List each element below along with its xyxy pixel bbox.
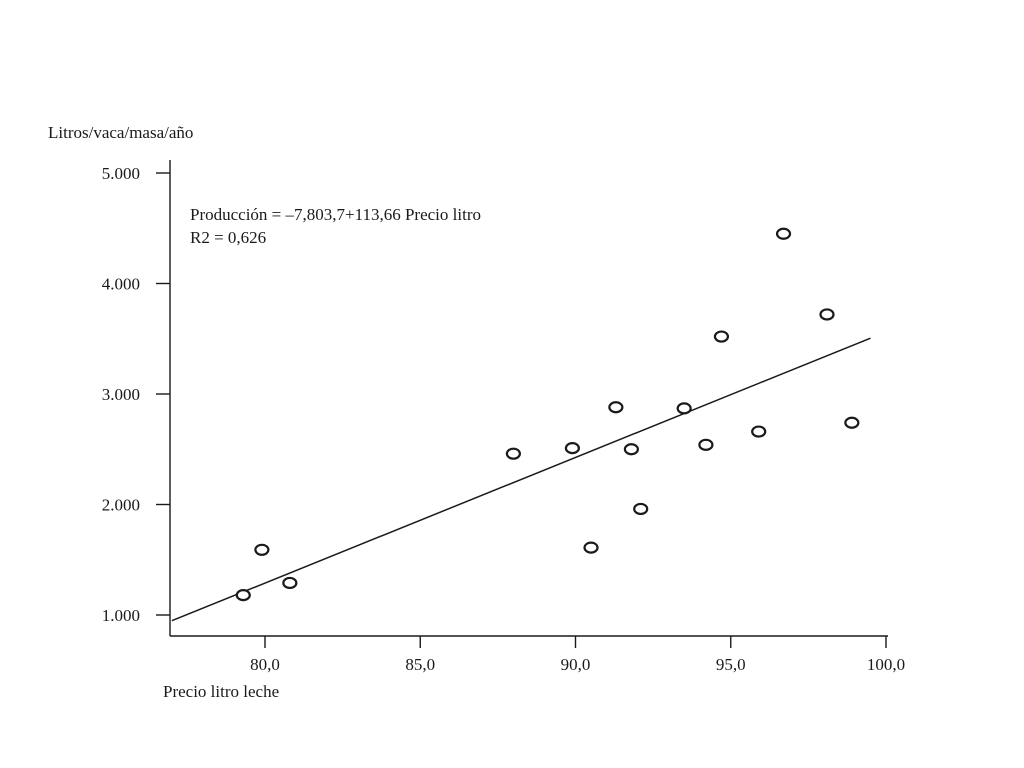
- data-point: [254, 543, 270, 556]
- x-axis-title: Precio litro leche: [163, 682, 279, 701]
- y-axis-title: Litros/vaca/masa/año: [48, 123, 193, 142]
- x-tick-label: 95,0: [716, 655, 746, 674]
- data-point: [775, 227, 792, 240]
- data-point: [844, 416, 860, 429]
- r-squared-label: R2 = 0,626: [190, 228, 266, 247]
- data-point: [713, 330, 730, 343]
- data-point: [751, 425, 767, 438]
- data-point: [623, 443, 639, 456]
- data-points: [235, 227, 860, 602]
- x-tick-label: 90,0: [561, 655, 591, 674]
- data-point: [698, 438, 714, 451]
- x-tick-label: 100,0: [867, 655, 905, 674]
- y-tick-label: 5.000: [102, 164, 140, 183]
- data-point: [564, 442, 580, 455]
- regression-line-group: [171, 337, 871, 622]
- y-tick-label: 2.000: [102, 496, 140, 515]
- axes: 1.000 2.000 3.000 4.000 5.000 80,0 85,0 90,0 95,…: [102, 160, 905, 674]
- data-point: [505, 447, 522, 460]
- x-tick-label: 80,0: [250, 655, 280, 674]
- y-tick-label: 1.000: [102, 606, 140, 625]
- y-tick-label: 4.000: [102, 275, 140, 294]
- regression-equation: Producción = –7,803,7+113,66 Precio litr…: [190, 205, 481, 224]
- data-point: [676, 402, 692, 415]
- x-tick-label: 85,0: [405, 655, 435, 674]
- data-point: [608, 401, 624, 414]
- data-point: [633, 502, 649, 516]
- regression-line: [171, 337, 871, 622]
- data-point: [282, 576, 298, 590]
- data-point: [583, 541, 599, 554]
- data-point: [235, 589, 251, 602]
- y-tick-label: 3.000: [102, 385, 140, 404]
- data-point: [819, 308, 835, 321]
